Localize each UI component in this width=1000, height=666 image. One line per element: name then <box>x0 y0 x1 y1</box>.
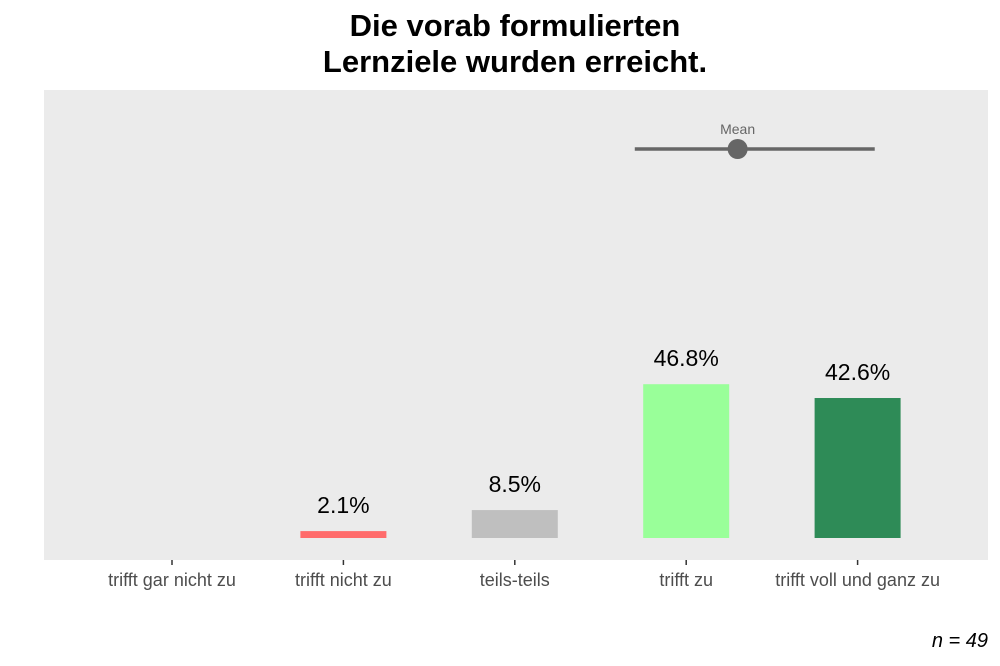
bar-4 <box>643 384 730 538</box>
bar-3 <box>471 510 558 538</box>
bar-5 <box>814 398 901 538</box>
data-label-2: 2.1% <box>317 492 369 518</box>
sample-size-note: n = 49 <box>931 630 988 652</box>
mean-point <box>727 139 748 159</box>
data-label-3: 8.5% <box>489 471 541 497</box>
data-label-5: 42.6% <box>825 359 890 385</box>
chart-title: Die vorab formulierten Lernziele wurden … <box>0 8 1000 80</box>
x-tick-label-1: trifft gar nicht zu <box>108 570 236 590</box>
chart-title-line-1: Die vorab formulierten <box>349 8 681 43</box>
x-tick-label-4: trifft zu <box>659 570 713 590</box>
bar-2 <box>300 531 387 538</box>
x-tick-label-2: trifft nicht zu <box>295 570 392 590</box>
mean-label: Mean <box>720 121 755 137</box>
chart-title-line-2: Lernziele wurden erreicht. <box>322 44 708 79</box>
data-label-4: 46.8% <box>654 345 719 371</box>
x-tick-label-3: teils-teils <box>480 570 550 590</box>
x-tick-label-5: trifft voll und ganz zu <box>775 570 940 590</box>
